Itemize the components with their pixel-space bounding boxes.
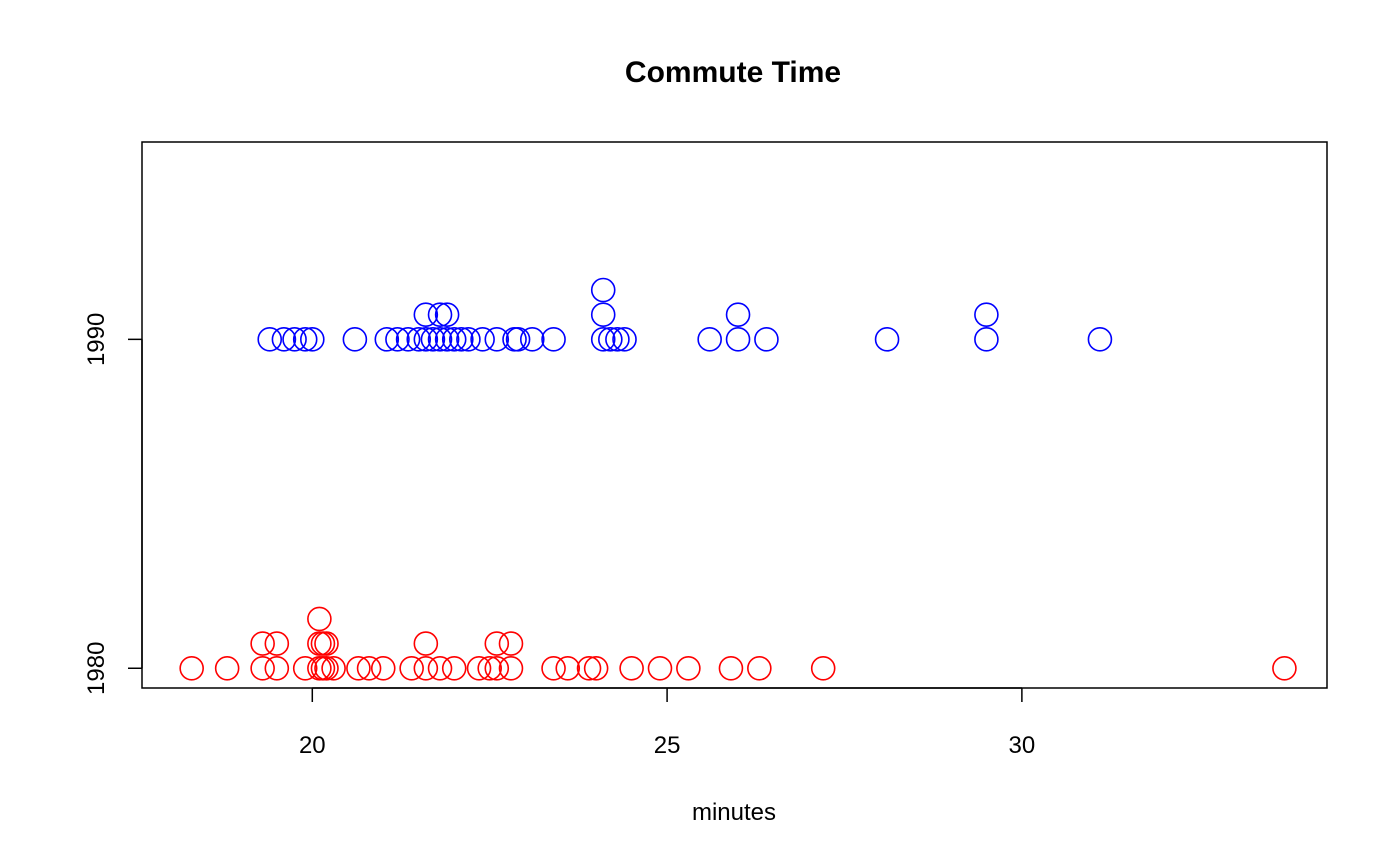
point-1990 — [605, 327, 630, 352]
point-1980 — [583, 655, 609, 681]
point-1980 — [484, 655, 510, 681]
point-1990 — [385, 327, 410, 352]
point-1980 — [498, 655, 524, 681]
point-1990 — [612, 327, 637, 352]
point-1980 — [314, 631, 339, 656]
point-1990 — [434, 327, 460, 352]
chart-title: Commute Time — [625, 56, 841, 89]
point-1990 — [590, 302, 616, 327]
point-1990 — [257, 327, 283, 352]
point-1980 — [356, 655, 382, 681]
point-1990 — [505, 327, 531, 352]
point-1990 — [470, 327, 495, 352]
point-1990 — [456, 327, 481, 352]
point-1990 — [434, 302, 460, 327]
point-1990 — [413, 327, 439, 352]
y-axis: 1980 1990 — [83, 313, 143, 695]
point-1990 — [271, 327, 297, 352]
point-1990 — [974, 302, 999, 327]
point-1980 — [441, 655, 467, 681]
point-1990 — [541, 327, 566, 352]
point-1990 — [427, 327, 453, 352]
point-1990 — [590, 277, 616, 303]
point-1990 — [697, 327, 722, 352]
point-1990 — [374, 327, 400, 352]
y-tick-label: 1980 — [83, 642, 110, 695]
point-1990 — [292, 327, 318, 352]
point-1990 — [598, 327, 623, 352]
point-1980 — [413, 655, 439, 681]
point-1990 — [519, 327, 545, 352]
x-tick-label: 20 — [299, 732, 326, 759]
point-1980 — [413, 631, 439, 656]
point-1980 — [370, 655, 396, 681]
point-1980 — [747, 655, 772, 681]
plot-frame — [141, 141, 1328, 689]
point-1980 — [214, 655, 240, 681]
point-1990 — [974, 327, 999, 352]
point-1990 — [299, 327, 325, 352]
point-1990 — [427, 302, 453, 327]
point-1980 — [292, 655, 318, 681]
point-1980 — [314, 655, 339, 681]
point-1990 — [590, 327, 616, 352]
point-1980 — [427, 655, 453, 681]
point-1990 — [395, 327, 421, 352]
point-1980 — [484, 631, 510, 656]
point-1990 — [413, 302, 439, 327]
point-1980 — [250, 631, 275, 656]
point-1990 — [725, 302, 751, 327]
point-1990 — [449, 327, 474, 352]
point-1990 — [1087, 327, 1113, 352]
point-1980 — [718, 655, 744, 681]
point-1980 — [307, 606, 332, 632]
point-1980 — [1272, 655, 1297, 681]
point-1980 — [264, 655, 290, 681]
point-1990 — [282, 327, 307, 352]
point-1980 — [676, 655, 701, 681]
point-1980 — [576, 655, 602, 681]
point-1990 — [420, 327, 446, 352]
point-1980 — [466, 655, 492, 681]
point-1980 — [179, 655, 204, 681]
point-1980 — [647, 655, 673, 681]
point-1980 — [346, 655, 371, 681]
point-1980 — [250, 655, 275, 681]
y-tick-label: 1990 — [83, 313, 110, 366]
point-1980 — [321, 655, 346, 681]
point-1990 — [874, 327, 900, 352]
point-1980 — [399, 655, 424, 681]
x-tick-label: 25 — [654, 732, 681, 759]
point-1980 — [555, 655, 581, 681]
point-1990 — [342, 327, 368, 352]
x-tick-label: 30 — [1009, 732, 1036, 759]
point-1980 — [541, 655, 566, 681]
point-1980 — [477, 655, 502, 681]
point-1990 — [484, 327, 510, 352]
point-1980 — [619, 655, 644, 681]
point-1990 — [406, 327, 432, 352]
point-1980 — [264, 631, 290, 656]
point-1990 — [725, 327, 751, 352]
point-1990 — [754, 327, 779, 352]
x-axis-label: minutes — [692, 799, 776, 826]
point-1990 — [441, 327, 467, 352]
point-1980 — [498, 631, 524, 656]
point-1980 — [810, 655, 836, 681]
data-points — [179, 277, 1297, 681]
x-axis: 20 25 30 — [299, 687, 1036, 759]
